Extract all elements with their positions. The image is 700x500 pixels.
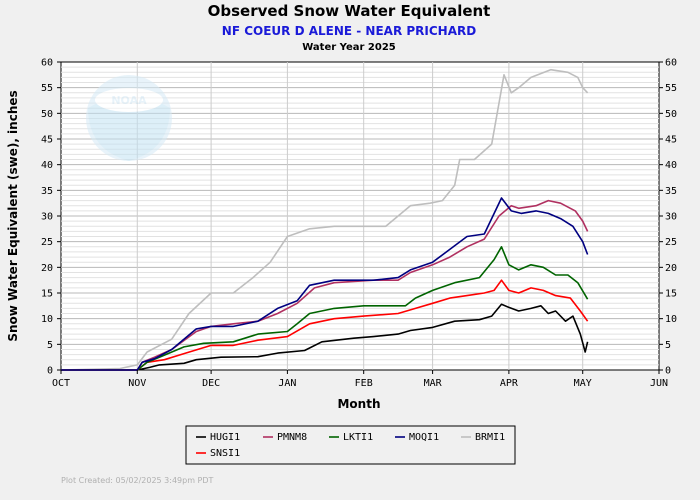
y-tick-label-left: 10 xyxy=(41,314,53,325)
x-tick-label: OCT xyxy=(52,378,70,389)
x-tick-label: DEC xyxy=(202,378,220,389)
series-line-brmi1 xyxy=(60,68,589,371)
series-line-hugi1 xyxy=(61,303,589,371)
y-tick-label-right: 0 xyxy=(665,366,671,377)
y-tick-label-left: 20 xyxy=(41,263,53,274)
y-tick-label-left: 55 xyxy=(41,83,53,94)
y-tick-label-right: 25 xyxy=(665,237,677,248)
y-tick-label-left: 50 xyxy=(41,109,53,120)
y-tick-label-right: 15 xyxy=(665,289,677,300)
x-tick-label: JAN xyxy=(278,378,296,389)
grid xyxy=(61,62,659,370)
legend-label-hugi1: HUGI1 xyxy=(210,432,240,443)
legend-box xyxy=(185,425,516,465)
x-tick-label: FEB xyxy=(355,378,373,389)
y-tick-label-right: 55 xyxy=(665,83,677,94)
y-axis-left: 0 5 10 15 20 25 30 35 40 45 50 55 60 xyxy=(41,58,61,377)
y-tick-label-left: 15 xyxy=(41,289,53,300)
y-tick-label-right: 50 xyxy=(665,109,677,120)
y-tick-label-right: 20 xyxy=(665,263,677,274)
y-tick-label-left: 60 xyxy=(41,58,53,69)
chart-subtitle: NF COEUR D ALENE - NEAR PRICHARD xyxy=(222,24,476,38)
series-line-snsi1 xyxy=(61,279,589,371)
y-tick-label-left: 0 xyxy=(47,366,53,377)
series-layer xyxy=(60,68,589,371)
legend-label-lkti1: LKTI1 xyxy=(343,432,373,443)
chart-period: Water Year 2025 xyxy=(302,42,396,53)
y-tick-label-right: 45 xyxy=(665,135,677,146)
legend: HUGI1 PMNM8 LKTI1 MOQI1 BRMI1 SNSI1 xyxy=(185,425,516,465)
y-tick-label-right: 40 xyxy=(665,160,677,171)
y-tick-label-right: 30 xyxy=(665,212,677,223)
y-axis-label: Snow Water Equivalent (swe), inches xyxy=(6,90,20,341)
x-tick-label: NOV xyxy=(128,378,146,389)
x-tick-label: MAY xyxy=(574,378,592,389)
y-tick-label-left: 40 xyxy=(41,160,53,171)
x-axis: OCT NOV DEC JAN FEB MAR APR MAY JUN xyxy=(52,370,668,389)
logo-text: NOAA xyxy=(111,94,147,107)
y-tick-label-right: 60 xyxy=(665,58,677,69)
y-tick-label-right: 35 xyxy=(665,186,677,197)
legend-label-pmnm8: PMNM8 xyxy=(277,432,307,443)
x-tick-label: MAR xyxy=(424,378,443,389)
chart-title: Observed Snow Water Equivalent xyxy=(208,2,491,20)
y-tick-label-left: 5 xyxy=(47,340,53,351)
series-line-lkti1 xyxy=(61,246,589,371)
legend-label-brmi1: BRMI1 xyxy=(475,432,505,443)
series-line-pmnm8 xyxy=(61,199,589,371)
y-tick-label-left: 30 xyxy=(41,212,53,223)
series-line-moqi1 xyxy=(61,197,589,371)
legend-label-snsi1: SNSI1 xyxy=(210,448,240,459)
plot-created-note: Plot Created: 05/02/2025 3:49pm PDT xyxy=(61,476,214,485)
x-tick-label: JUN xyxy=(650,378,668,389)
y-tick-label-right: 10 xyxy=(665,314,677,325)
x-tick-label: APR xyxy=(500,378,519,389)
y-tick-label-right: 5 xyxy=(665,340,671,351)
noaa-logo: NOAA xyxy=(86,75,172,161)
y-tick-label-left: 45 xyxy=(41,135,53,146)
y-tick-label-left: 35 xyxy=(41,186,53,197)
legend-label-moqi1: MOQI1 xyxy=(409,432,439,443)
y-axis-right: 0 5 10 15 20 25 30 35 40 45 50 55 60 xyxy=(659,58,677,377)
y-tick-label-left: 25 xyxy=(41,237,53,248)
x-axis-label: Month xyxy=(337,397,380,411)
